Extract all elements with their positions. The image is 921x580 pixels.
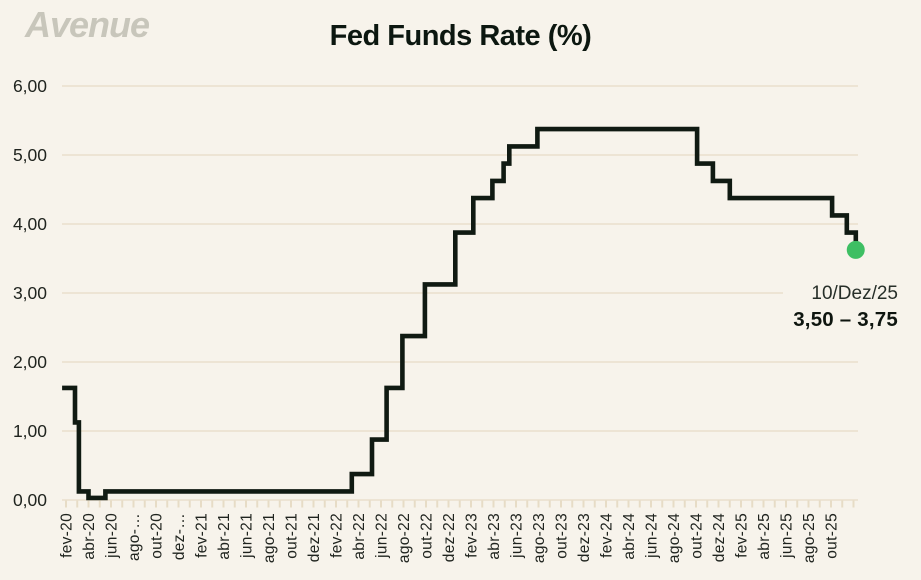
- x-axis-label: abr-24: [621, 513, 638, 560]
- x-axis-label: ago-21: [261, 513, 278, 563]
- x-axis-label: fev-21: [194, 513, 211, 558]
- y-axis-label: 4,00: [13, 214, 47, 234]
- x-axis-label: out-25: [824, 513, 841, 559]
- x-axis-label: jun-20: [104, 513, 121, 559]
- x-axis-label: jun-23: [509, 513, 526, 559]
- y-axis-label: 1,00: [13, 421, 47, 441]
- x-axis-label: out-20: [149, 513, 166, 559]
- endpoint-annotation: 10/Dez/25 3,50 – 3,75: [783, 281, 898, 336]
- x-axis-label: fev-23: [464, 513, 481, 558]
- y-axis-label: 3,00: [13, 283, 47, 303]
- y-axis-label: 6,00: [13, 76, 47, 96]
- x-axis-label: abr-25: [756, 513, 773, 560]
- x-axis-label: ago-22: [396, 513, 413, 563]
- x-axis-label: out-21: [284, 513, 301, 559]
- x-axis-label: out-24: [689, 513, 706, 559]
- x-axis-label: jun-21: [239, 513, 256, 559]
- endpoint-date-label: 10/Dez/25: [811, 283, 898, 304]
- rate-step-line: [62, 126, 859, 501]
- x-axis-label: fev-22: [329, 513, 346, 558]
- x-axis-label: ago-23: [531, 513, 548, 563]
- x-axis-label: ago-24: [666, 513, 683, 563]
- chart-title: Fed Funds Rate (%): [329, 20, 592, 52]
- x-axis-label: out-23: [554, 513, 571, 559]
- x-axis-label: jun-22: [374, 513, 391, 559]
- x-axis-label: out-22: [419, 513, 436, 559]
- x-axis-label: dez-24: [711, 513, 728, 562]
- x-axis-label: jun-24: [644, 513, 661, 559]
- x-axis-label: fev-20: [59, 513, 76, 558]
- x-axis-label: dez-21: [306, 513, 323, 562]
- x-axis-label: fev-25: [734, 513, 751, 558]
- x-axis-label: abr-23: [486, 513, 503, 560]
- x-axis-label: ago-25: [801, 513, 818, 563]
- latest-value-dot: [846, 240, 865, 259]
- y-axis-label: 0,00: [13, 490, 47, 510]
- y-axis-label: 5,00: [13, 145, 47, 165]
- x-axis-label: fev-24: [599, 513, 616, 558]
- x-axis-label: dez-22: [441, 513, 458, 562]
- x-axis-label: dez-23: [576, 513, 593, 562]
- x-axis-label: jun-25: [779, 513, 796, 559]
- x-axis-label: abr-20: [81, 513, 98, 560]
- y-axis-label: 2,00: [13, 352, 47, 372]
- brand-logo: Avenue: [25, 4, 150, 45]
- x-axis-label: ago-…: [126, 513, 143, 561]
- endpoint-range-label: 3,50 – 3,75: [793, 308, 898, 331]
- x-axis-label: dez-…: [171, 513, 188, 560]
- x-axis-label: abr-21: [216, 513, 233, 560]
- x-axis-label: abr-22: [351, 513, 368, 560]
